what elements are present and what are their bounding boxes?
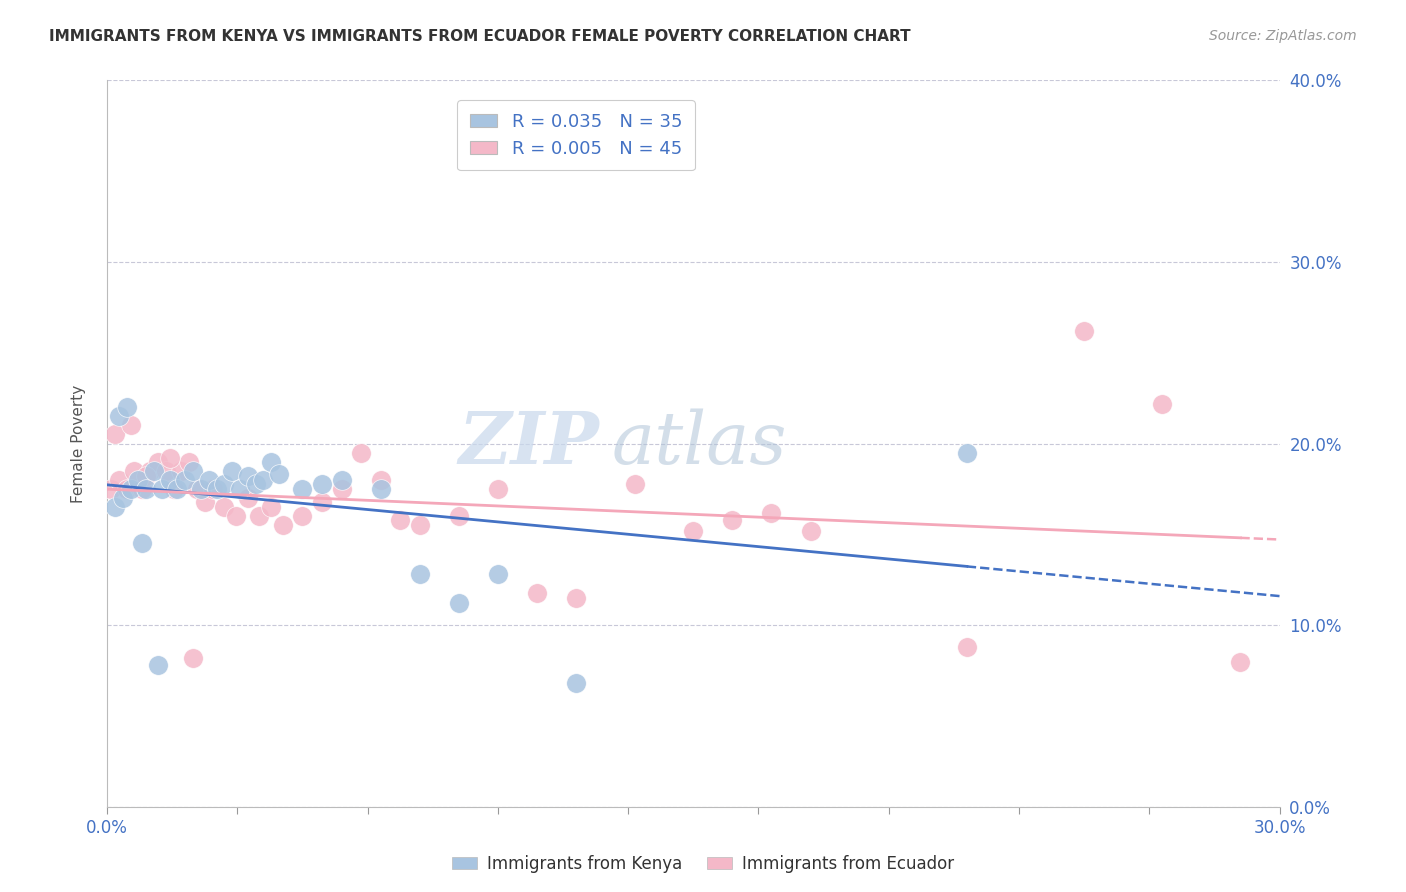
Point bbox=[181, 464, 204, 478]
Point bbox=[526, 585, 548, 599]
Point bbox=[155, 464, 177, 478]
Point bbox=[350, 445, 373, 459]
Point bbox=[565, 591, 588, 605]
Text: ZIP: ZIP bbox=[458, 408, 599, 479]
Point bbox=[120, 482, 142, 496]
Point bbox=[100, 482, 122, 496]
Point bbox=[221, 464, 243, 478]
Point bbox=[486, 567, 509, 582]
Point bbox=[1073, 324, 1095, 338]
Point bbox=[330, 473, 353, 487]
Point bbox=[201, 482, 224, 496]
Point bbox=[682, 524, 704, 538]
Point bbox=[162, 482, 184, 496]
Point bbox=[120, 418, 142, 433]
Point bbox=[225, 509, 247, 524]
Point bbox=[214, 476, 236, 491]
Point bbox=[761, 506, 783, 520]
Point bbox=[260, 500, 283, 515]
Point bbox=[143, 464, 166, 478]
Point bbox=[956, 445, 979, 459]
Point bbox=[194, 494, 217, 508]
Point bbox=[146, 455, 169, 469]
Point bbox=[260, 455, 283, 469]
Point bbox=[447, 597, 470, 611]
Point bbox=[956, 640, 979, 654]
Point bbox=[800, 524, 823, 538]
Point bbox=[115, 482, 138, 496]
Point bbox=[236, 469, 259, 483]
Point bbox=[174, 473, 197, 487]
Point bbox=[127, 473, 149, 487]
Point bbox=[131, 536, 153, 550]
Text: IMMIGRANTS FROM KENYA VS IMMIGRANTS FROM ECUADOR FEMALE POVERTY CORRELATION CHAR: IMMIGRANTS FROM KENYA VS IMMIGRANTS FROM… bbox=[49, 29, 911, 44]
Point bbox=[409, 518, 432, 533]
Point bbox=[245, 476, 267, 491]
Point bbox=[267, 467, 290, 482]
Point bbox=[409, 567, 432, 582]
Point bbox=[291, 509, 314, 524]
Point bbox=[236, 491, 259, 505]
Point bbox=[370, 473, 392, 487]
Point bbox=[1152, 396, 1174, 410]
Point bbox=[159, 451, 181, 466]
Point bbox=[197, 473, 219, 487]
Point bbox=[181, 651, 204, 665]
Point bbox=[186, 482, 208, 496]
Point bbox=[311, 476, 333, 491]
Text: atlas: atlas bbox=[612, 409, 787, 479]
Point bbox=[229, 482, 252, 496]
Point bbox=[205, 482, 228, 496]
Legend: R = 0.035   N = 35, R = 0.005   N = 45: R = 0.035 N = 35, R = 0.005 N = 45 bbox=[457, 100, 695, 170]
Point bbox=[135, 469, 157, 483]
Point bbox=[291, 482, 314, 496]
Point bbox=[271, 518, 294, 533]
Point bbox=[131, 482, 153, 496]
Point bbox=[104, 427, 127, 442]
Point bbox=[104, 500, 127, 515]
Point bbox=[486, 482, 509, 496]
Point bbox=[111, 491, 134, 505]
Point bbox=[214, 500, 236, 515]
Point bbox=[249, 509, 271, 524]
Point bbox=[721, 513, 744, 527]
Point bbox=[1229, 655, 1251, 669]
Point bbox=[150, 482, 173, 496]
Point bbox=[139, 464, 162, 478]
Legend: Immigrants from Kenya, Immigrants from Ecuador: Immigrants from Kenya, Immigrants from E… bbox=[446, 848, 960, 880]
Point bbox=[370, 482, 392, 496]
Text: Source: ZipAtlas.com: Source: ZipAtlas.com bbox=[1209, 29, 1357, 43]
Point bbox=[330, 482, 353, 496]
Point bbox=[389, 513, 412, 527]
Point bbox=[159, 473, 181, 487]
Point bbox=[565, 676, 588, 690]
Point bbox=[107, 409, 129, 424]
Point bbox=[311, 494, 333, 508]
Point bbox=[107, 473, 129, 487]
Point bbox=[447, 509, 470, 524]
Point bbox=[252, 473, 274, 487]
Point bbox=[623, 476, 645, 491]
Point bbox=[135, 482, 157, 496]
Y-axis label: Female Poverty: Female Poverty bbox=[72, 384, 86, 503]
Point bbox=[179, 455, 201, 469]
Point bbox=[115, 400, 138, 414]
Point bbox=[146, 658, 169, 673]
Point bbox=[170, 464, 193, 478]
Point bbox=[124, 464, 146, 478]
Point bbox=[190, 482, 212, 496]
Point bbox=[166, 482, 188, 496]
